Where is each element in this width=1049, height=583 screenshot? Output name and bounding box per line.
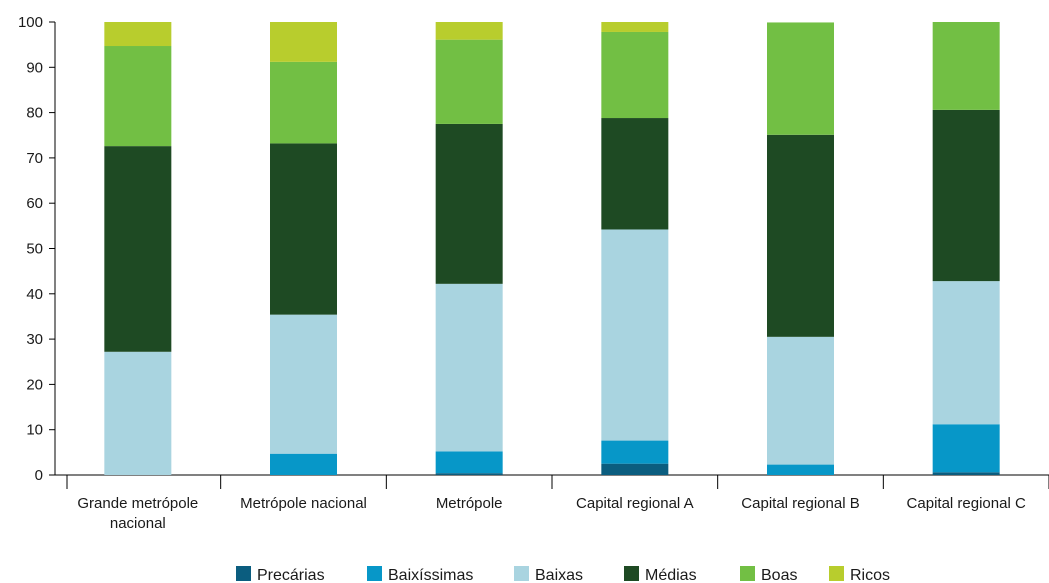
legend-swatch bbox=[514, 566, 529, 581]
bar-segment bbox=[270, 22, 337, 62]
bar-stack bbox=[270, 22, 337, 475]
y-tick-label: 0 bbox=[35, 467, 43, 484]
bar-stack bbox=[932, 22, 1000, 475]
bar-stack bbox=[104, 22, 172, 475]
bar-segment bbox=[767, 134, 834, 337]
y-tick-label: 40 bbox=[26, 286, 43, 303]
x-tick-label: Metrópole bbox=[436, 495, 503, 512]
legend-label: Precárias bbox=[257, 567, 325, 583]
x-tick-label: Metrópole nacional bbox=[240, 495, 367, 512]
legend-swatch bbox=[829, 566, 844, 581]
y-tick-label: 10 bbox=[26, 422, 43, 439]
bar-stack bbox=[601, 22, 669, 475]
x-tick-label: nacional bbox=[110, 515, 166, 532]
bar-segment bbox=[767, 336, 834, 465]
legend-item: Precárias bbox=[236, 566, 325, 583]
legend-label: Baixíssimas bbox=[388, 567, 473, 583]
legend: Precárias Baixíssimas Baixas Médias Boas Rico… bbox=[236, 566, 890, 583]
legend-item: Médias bbox=[624, 566, 697, 583]
bar-segment bbox=[601, 229, 669, 441]
x-axis bbox=[55, 474, 1049, 489]
bar-segment bbox=[435, 39, 503, 124]
legend-item: Boas bbox=[740, 566, 797, 583]
bar-segment bbox=[601, 22, 669, 32]
bar-segment bbox=[601, 440, 669, 464]
x-tick-label: Capital regional A bbox=[576, 495, 694, 512]
y-tick-label: 80 bbox=[26, 105, 43, 122]
y-axis: 0 10 20 30 40 50 60 70 80 90 100 bbox=[18, 14, 56, 484]
y-tick-label: 90 bbox=[26, 59, 43, 76]
x-tick-label: Capital regional C bbox=[907, 495, 1026, 512]
legend-swatch bbox=[236, 566, 251, 581]
bar-segment bbox=[104, 22, 172, 47]
legend-label: Ricos bbox=[850, 567, 890, 583]
bar-segment bbox=[767, 464, 834, 475]
y-tick-label: 50 bbox=[26, 241, 43, 258]
legend-item: Baixíssimas bbox=[367, 566, 473, 583]
bar-segment bbox=[435, 123, 503, 284]
y-tick-label: 60 bbox=[26, 195, 43, 212]
bar-segment bbox=[270, 143, 337, 315]
bar-segment bbox=[270, 61, 337, 144]
legend-label: Boas bbox=[761, 567, 797, 583]
bar-segment bbox=[270, 453, 337, 475]
bar-segment bbox=[435, 22, 503, 40]
bar-segment bbox=[932, 109, 1000, 282]
bar-segment bbox=[767, 22, 834, 135]
x-tick-labels: Grande metrópole nacional Metrópole nacion… bbox=[77, 495, 1026, 532]
bars bbox=[104, 22, 1000, 475]
bar-segment bbox=[932, 472, 1000, 475]
legend-label: Médias bbox=[645, 567, 697, 583]
legend-label: Baixas bbox=[535, 567, 583, 583]
y-tick-label: 100 bbox=[18, 14, 43, 31]
x-tick-label: Capital regional B bbox=[741, 495, 859, 512]
bar-segment bbox=[601, 31, 669, 119]
bar-segment bbox=[270, 314, 337, 454]
bar-stack bbox=[435, 22, 503, 475]
x-tick-label: Grande metrópole bbox=[77, 495, 198, 512]
legend-swatch bbox=[367, 566, 382, 581]
y-tick-label: 70 bbox=[26, 150, 43, 167]
bar-segment bbox=[435, 283, 503, 452]
legend-swatch bbox=[624, 566, 639, 581]
legend-item: Ricos bbox=[829, 566, 890, 583]
bar-segment bbox=[601, 118, 669, 230]
y-tick-label: 30 bbox=[26, 331, 43, 348]
bar-segment bbox=[104, 146, 172, 352]
bar-segment bbox=[104, 46, 172, 147]
legend-item: Baixas bbox=[514, 566, 583, 583]
bar-segment bbox=[601, 463, 669, 475]
bar-segment bbox=[932, 22, 1000, 110]
bar-stack bbox=[767, 22, 834, 475]
bar-segment bbox=[932, 424, 1000, 473]
bar-segment bbox=[435, 451, 503, 474]
bar-segment bbox=[104, 351, 172, 475]
bar-segment bbox=[932, 281, 1000, 425]
bar-segment bbox=[435, 473, 503, 475]
legend-swatch bbox=[740, 566, 755, 581]
y-tick-label: 20 bbox=[26, 376, 43, 393]
